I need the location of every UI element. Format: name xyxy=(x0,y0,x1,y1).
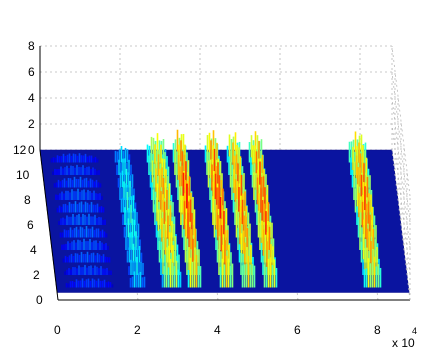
surface-peak xyxy=(146,133,184,288)
x-multiplier-exponent: 4 xyxy=(412,326,417,336)
x-tick-label: 8 xyxy=(374,323,381,337)
y-tick-label: 12 xyxy=(13,143,27,157)
surface-peak xyxy=(172,129,204,288)
surface-peaks xyxy=(50,129,384,288)
y-tick-label: 4 xyxy=(30,243,37,257)
grid-line xyxy=(391,45,411,197)
z-tick-label: 4 xyxy=(28,91,35,105)
z-tick-label: 8 xyxy=(28,39,35,53)
surface-peak xyxy=(50,153,116,288)
x-tick-label: 2 xyxy=(134,323,141,337)
surface-peak xyxy=(204,130,236,288)
x-tick-label: 0 xyxy=(54,323,61,337)
y-tick-label: 0 xyxy=(36,293,43,307)
surface-peak xyxy=(248,131,280,288)
surface-peak xyxy=(226,132,258,288)
z-tick-label: 2 xyxy=(28,117,35,131)
y-axis-line xyxy=(39,149,59,301)
axes xyxy=(39,46,411,301)
z-tick-label: 0 xyxy=(28,143,35,157)
side-edge-line xyxy=(391,149,411,301)
y-tick-label: 6 xyxy=(27,218,34,232)
x-multiplier-label: x 10 xyxy=(392,336,415,350)
y-tick-label: 10 xyxy=(16,168,30,182)
x-tick-label: 6 xyxy=(294,323,301,337)
y-tick-label: 2 xyxy=(33,268,40,282)
y-tick-label: 8 xyxy=(24,193,31,207)
z-tick-label: 6 xyxy=(28,65,35,79)
surface-peak xyxy=(348,131,384,288)
x-tick-label: 4 xyxy=(214,323,221,337)
surface-peak xyxy=(114,146,148,288)
grid-line xyxy=(391,71,411,223)
